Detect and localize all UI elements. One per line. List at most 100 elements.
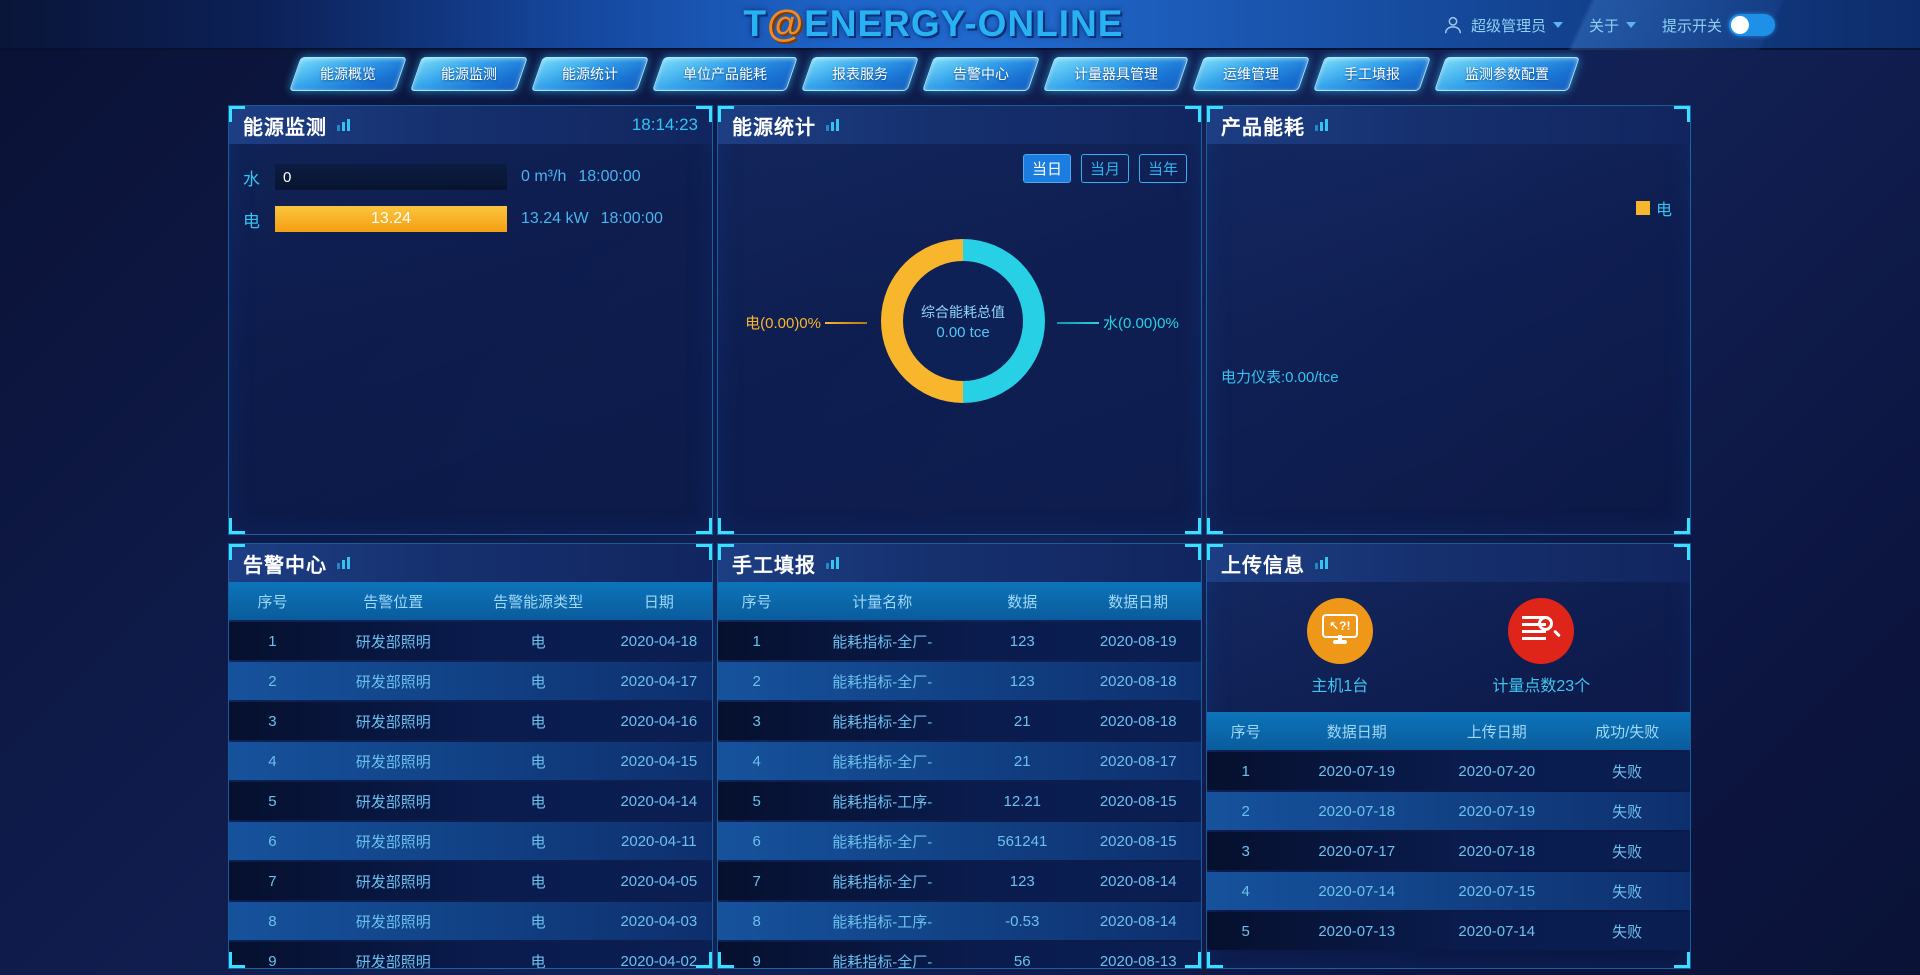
nav-tab[interactable]: 单位产品能耗 [652,57,798,91]
panel-header: 上传信息 [1207,544,1690,582]
meter-points-search-icon [1508,598,1575,664]
nav-tab[interactable]: 手工填报 [1313,57,1431,91]
table-cell: 6 [268,832,277,850]
callout-line [1057,321,1099,324]
nav-tab[interactable]: 监测参数配置 [1434,57,1580,91]
period-filter-button[interactable]: 当月 [1080,154,1129,183]
table-cell: 能耗指标-全厂- [832,633,933,651]
panel-title: 上传信息 [1221,554,1305,577]
manual-fill-table: 序号 计量名称 数据 数据日期 1 能耗指标-全厂- 123 2020-08-19 2 能耗指标-… [718,582,1201,969]
table-cell: 2020-07-19 [1458,802,1536,820]
table-cell: 12.21 [1003,792,1042,810]
donut-label-text: 水(0.00)0% [1103,315,1179,332]
corner-decoration [229,518,245,534]
meter-note: 电力仪表:0.00/tce [1221,369,1339,386]
table-cell: 4 [268,752,277,770]
nav-tab[interactable]: 计量器具管理 [1043,57,1189,91]
about-menu[interactable]: 关于 [1589,15,1636,36]
nav-tab[interactable]: 运维管理 [1192,57,1310,91]
corner-decoration [696,544,712,560]
gauge-reading: 13.24 kW 18:00:00 [521,210,663,228]
table-cell: 研发部照明 [355,713,431,731]
gauge-row-water: 水 0 0 m³/h 18:00:00 [243,164,702,190]
table-cell: 2020-07-17 [1318,842,1396,860]
logo-text: T [743,3,767,44]
panel-body: 当日 当月 当年 综合能耗总值 0.00 tce 电(0.00)0% 水(0.00)… [718,144,1201,534]
period-filter-button[interactable]: 当日 [1022,154,1071,183]
nav-tab-label: 运维管理 [1223,66,1279,82]
table-cell: 2020-07-20 [1458,762,1536,780]
nav-tab[interactable]: 报表服务 [801,57,919,91]
table-cell: 2020-08-18 [1099,672,1177,690]
gauge-label: 电 [243,211,260,231]
donut-label-electric: 电(0.00)0% [745,312,871,333]
table-row: 4 研发部照明 电 2020-04-15 [229,742,712,780]
column-header: 上传日期 [1466,723,1527,741]
table-cell: 能耗指标-工序- [832,793,933,811]
table-cell: 5 [752,792,761,810]
signal-bars-icon [337,557,350,569]
table-cell: 研发部照明 [355,673,431,691]
column-header: 告警位置 [363,593,424,611]
table-cell: 2020-04-14 [620,792,698,810]
corner-decoration [718,106,734,122]
user-menu[interactable]: 超级管理员 [1442,14,1563,36]
reading-time: 18:00:00 [578,168,641,185]
panel-body: 序号 计量名称 数据 数据日期 1 能耗指标-全厂- 123 2020-08-19 2 能耗指标-… [718,582,1201,968]
chart-legend: 电 [1635,196,1672,220]
panel-header: 告警中心 [229,544,712,582]
table-cell: 2020-08-13 [1099,952,1177,969]
panel-energy-monitor: 能源监测 18:14:23 水 0 0 m³/h 18:00:00 电 13.24… [228,105,713,535]
corner-decoration [229,106,245,122]
corner-decoration [696,106,712,122]
table-cell: 研发部照明 [355,913,431,931]
panel-body: 水 0 0 m³/h 18:00:00 电 13.24 13.24 kW 18:00… [229,164,712,534]
signal-bars-icon [826,557,839,569]
nav-tab-label: 能源监测 [441,66,497,82]
table-row: 7 研发部照明 电 2020-04-05 [229,862,712,900]
table-cell: 56 [1013,952,1031,969]
table-row: 4 能耗指标-全厂- 21 2020-08-17 [718,742,1201,780]
table-cell: 9 [268,952,277,969]
panel-header: 能源监测 18:14:23 [229,106,712,144]
nav-tab[interactable]: 告警中心 [922,57,1040,91]
panel-manual-fill: 手工填报 序号 计量名称 数据 数据日期 1 能耗指标-全厂- 123 2020-08-19 2… [717,543,1202,969]
corner-decoration [1674,106,1690,122]
panel-header: 手工填报 [718,544,1201,582]
panel-energy-stats: 能源统计 当日 当月 当年 综合能耗总值 0.00 tce 电(0.00)0% 水(… [717,105,1202,535]
nav-tab[interactable]: 能源概览 [289,57,407,91]
corner-decoration [229,952,245,968]
panel-title: 能源监测 [243,116,327,139]
panel-header: 产品能耗 [1207,106,1690,144]
tip-toggle-switch[interactable] [1729,14,1775,36]
panel-grid: 能源监测 18:14:23 水 0 0 m³/h 18:00:00 电 13.24… [228,105,1692,969]
table-cell: 7 [268,872,277,890]
period-filter-button[interactable]: 当年 [1138,154,1187,183]
table-cell: 能耗指标-全厂- [832,953,933,969]
table-row: 7 能耗指标-全厂- 123 2020-08-14 [718,862,1201,900]
column-header: 计量名称 [852,593,913,611]
user-area: 超级管理员 关于 提示开关 [1442,0,1775,50]
panel-clock: 18:14:23 [631,115,698,134]
table-cell: 电 [530,913,546,931]
table-cell: 4 [752,752,761,770]
column-header: 序号 [257,593,288,611]
table-cell: 电 [530,633,546,651]
column-header: 数据 [1007,593,1038,611]
nav-tab[interactable]: 能源监测 [410,57,528,91]
flame-at-icon: @ [766,3,805,44]
host-count-label: 主机1台 [1311,678,1369,695]
table-cell: 2020-07-13 [1318,922,1396,940]
reading-value: 13.24 kW [521,210,589,227]
table-cell: 2020-04-16 [620,712,698,730]
nav-tab[interactable]: 能源统计 [531,57,649,91]
table-cell: 2020-07-15 [1458,882,1536,900]
table-cell: 失败 [1612,923,1643,941]
corner-decoration [1207,544,1223,560]
gauge-row-electric: 电 13.24 13.24 kW 18:00:00 [243,206,702,232]
table-cell: 2020-07-18 [1318,802,1396,820]
about-label: 关于 [1588,17,1619,35]
table-row: 4 2020-07-14 2020-07-15 失败 [1207,872,1690,910]
table-cell: 2020-08-14 [1099,872,1177,890]
